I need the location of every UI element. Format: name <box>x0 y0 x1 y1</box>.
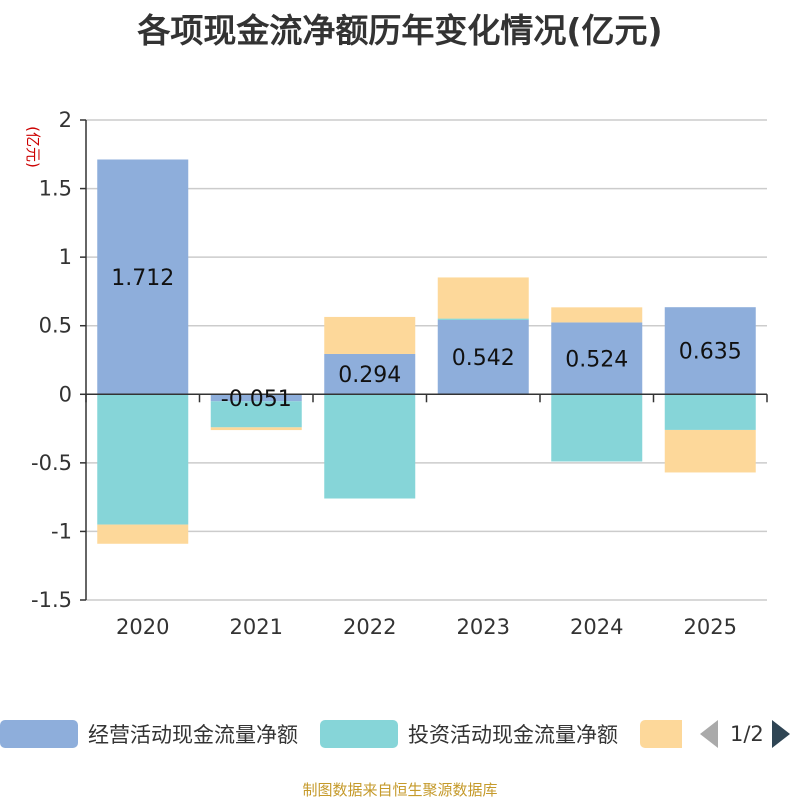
y-axis-unit-label: (亿元) <box>24 126 42 168</box>
bar-operating-2021[interactable] <box>210 394 302 402</box>
data-label-operating: -0.051 <box>221 387 292 412</box>
bar-operating-2020[interactable] <box>97 159 189 395</box>
legend-label-investing: 投资活动现金流量净额 <box>408 723 618 747</box>
legend-swatch-financing <box>640 720 682 748</box>
bar-operating-2024[interactable] <box>551 322 643 395</box>
legend-label-operating: 经营活动现金流量净额 <box>88 723 298 747</box>
x-tick-label: 2023 <box>457 615 510 639</box>
legend-swatch-investing <box>320 720 398 748</box>
x-tick-label: 2020 <box>116 615 169 639</box>
bar-financing-2025[interactable] <box>664 429 756 473</box>
x-tick-label: 2025 <box>684 615 737 639</box>
bar-investing-2023[interactable] <box>437 318 529 320</box>
data-source-note: 制图数据来自恒生聚源数据库 <box>302 781 498 799</box>
y-tick-label: 1 <box>59 245 72 269</box>
bar-investing-2024[interactable] <box>551 394 643 462</box>
y-tick-label: -0.5 <box>31 451 72 475</box>
x-tick-label: 2024 <box>570 615 623 639</box>
legend-item-financing[interactable] <box>640 716 682 752</box>
data-label-operating: 0.635 <box>679 340 742 365</box>
chart-title: 各项现金流净额历年变化情况(亿元) <box>137 11 663 50</box>
bar-operating-2022[interactable] <box>324 353 416 395</box>
x-tick-label: 2022 <box>343 615 396 639</box>
y-tick-label: 0.5 <box>39 314 72 338</box>
y-tick-label: 1.5 <box>39 177 72 201</box>
y-tick-label: -1 <box>51 519 72 543</box>
y-tick-label: -1.5 <box>31 588 72 612</box>
bar-investing-2022[interactable] <box>324 394 416 499</box>
bar-investing-2020[interactable] <box>97 394 189 525</box>
legend: 经营活动现金流量净额 投资活动现金流量净额 <box>0 716 800 756</box>
bar-financing-2022[interactable] <box>324 316 416 354</box>
bar-operating-2025[interactable] <box>664 307 756 395</box>
bar-operating-2023[interactable] <box>437 319 529 395</box>
data-label-operating: 0.524 <box>565 347 628 372</box>
bar-financing-2023[interactable] <box>437 277 529 319</box>
bar-investing-2021[interactable] <box>210 401 302 428</box>
legend-item-operating[interactable]: 经营活动现金流量净额 <box>0 716 298 752</box>
bar-financing-2024[interactable] <box>551 307 643 323</box>
legend-swatch-operating <box>0 720 78 748</box>
data-label-operating: 0.294 <box>338 363 401 388</box>
legend-pager: 1/2 <box>700 716 790 752</box>
y-tick-label: 2 <box>59 108 72 132</box>
legend-next-page-icon[interactable] <box>771 720 790 748</box>
bar-financing-2021[interactable] <box>210 427 302 431</box>
data-label-operating: 1.712 <box>111 266 174 291</box>
data-label-operating: 0.542 <box>452 346 515 371</box>
legend-item-investing[interactable]: 投资活动现金流量净额 <box>320 716 618 752</box>
bar-investing-2025[interactable] <box>664 394 756 430</box>
cash-flow-chart: 2 1.5 1 0.5 0 -0.5 -1 -1.5 (亿元) 2020 2021 2022 2023 2… <box>24 108 768 639</box>
legend-prev-page-icon[interactable] <box>700 720 718 748</box>
y-tick-label: 0 <box>59 382 72 406</box>
legend-page-indicator: 1/2 <box>730 722 764 746</box>
bar-financing-2020[interactable] <box>97 524 189 544</box>
x-tick-label: 2021 <box>230 615 283 639</box>
